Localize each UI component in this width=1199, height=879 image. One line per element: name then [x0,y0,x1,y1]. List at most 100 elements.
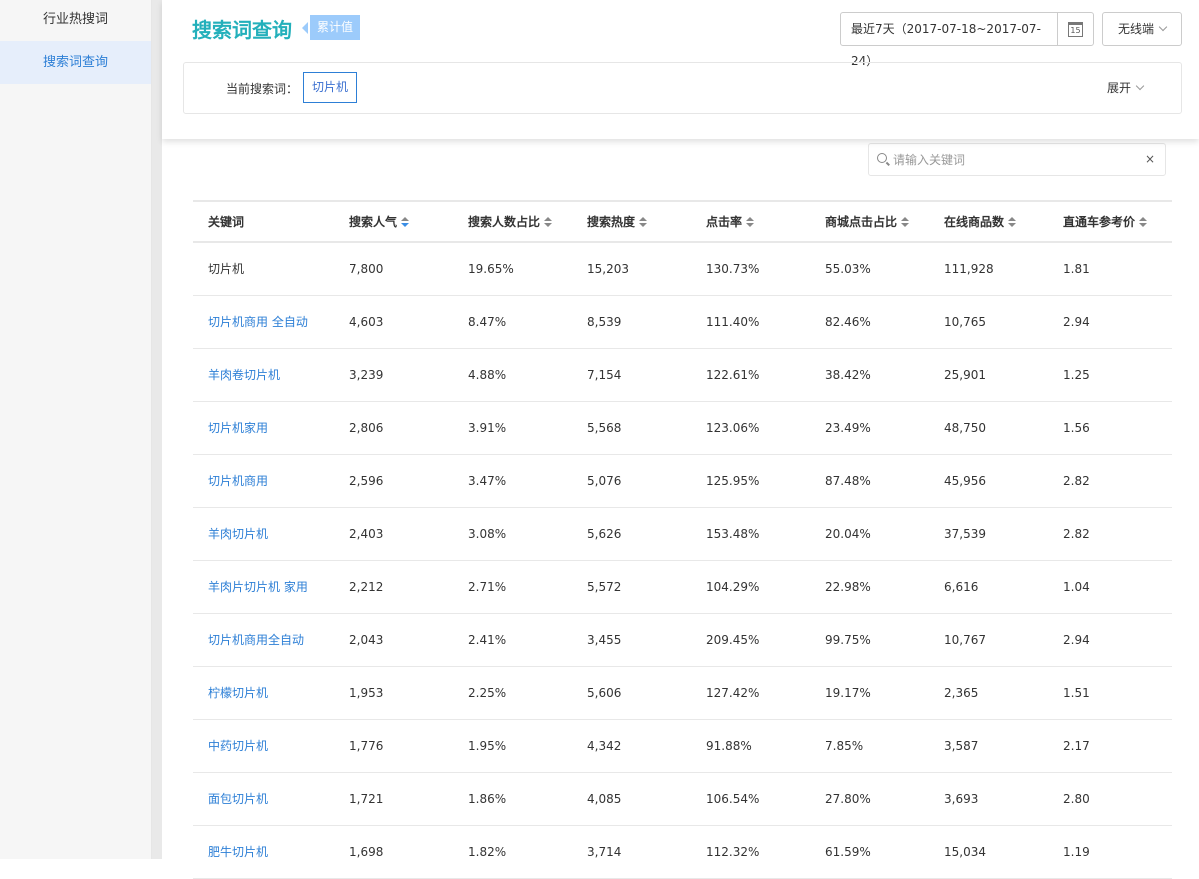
table-cell: 19.17% [810,666,929,720]
sidebar: 行业热搜词 搜索词查询 [0,0,152,859]
table-cell: 8.47% [453,295,572,349]
sort-icon[interactable] [401,217,410,228]
column-header-label: 搜索人数占比 [468,215,541,229]
table-cell: 2,403 [334,507,453,561]
column-header-label: 搜索热度 [587,215,636,229]
table-cell: 5,568 [572,401,691,455]
table-cell: 5,626 [572,507,691,561]
column-header-label: 直通车参考价 [1063,215,1136,229]
table-cell: 4,342 [572,719,691,773]
table-cell: 127.42% [691,666,810,720]
column-header[interactable]: 直通车参考价 [1048,201,1172,243]
table-cell: 1,698 [334,825,453,879]
keyword-search[interactable]: × [868,143,1166,176]
column-header[interactable]: 搜索人气 [334,201,453,243]
date-range-text[interactable]: 最近7天（2017-07-18~2017-07-24） [851,22,1041,68]
table-cell: 2,806 [334,401,453,455]
table-cell: 15,034 [929,825,1048,879]
table-cell: 123.06% [691,401,810,455]
expand-label: 展开 [1106,81,1131,95]
table-cell: 5,606 [572,666,691,720]
table-cell: 1.95% [453,719,572,773]
keyword-link[interactable]: 面包切片机 [193,772,334,826]
table-row: 柠檬切片机 1,953 2.25% 5,606 127.42% 19.17% 2,365 1.… [193,666,1172,720]
sort-icon[interactable] [901,217,910,228]
table-row: 切片机家用 2,806 3.91% 5,568 123.06% 23.49% 48,750 1… [193,401,1172,455]
sort-icon[interactable] [746,217,755,228]
table-row: 羊肉卷切片机 3,239 4.88% 7,154 122.61% 38.42% 25,901… [193,348,1172,402]
cumulative-badge: 累计值 [301,15,361,40]
table-row: 中药切片机 1,776 1.95% 4,342 91.88% 7.85% 3,587 2.17 [193,719,1172,773]
keyword-link[interactable]: 羊肉卷切片机 [193,348,334,402]
table-cell: 4.88% [453,348,572,402]
chevron-down-icon [1135,81,1145,91]
table-cell: 2.94 [1048,613,1172,667]
keyword-link[interactable]: 中药切片机 [193,719,334,773]
table-cell: 1.19 [1048,825,1172,879]
table-cell: 2.80 [1048,772,1172,826]
table-cell: 1.86% [453,772,572,826]
sidebar-item-search-term-query[interactable]: 搜索词查询 [0,41,151,84]
keyword-link[interactable]: 肥牛切片机 [193,825,334,879]
clear-icon[interactable]: × [1144,152,1155,166]
device-label: 无线端 [1117,22,1154,36]
table-cell: 48,750 [929,401,1048,455]
column-header[interactable]: 点击率 [691,201,810,243]
table-cell: 5,572 [572,560,691,614]
table-cell: 209.45% [691,613,810,667]
table-cell: 6,616 [929,560,1048,614]
column-header-label: 商城点击占比 [825,215,898,229]
chevron-down-icon [1158,22,1168,32]
table-cell: 91.88% [691,719,810,773]
table-row: 羊肉片切片机 家用 2,212 2.71% 5,572 104.29% 22.98% 6,6… [193,560,1172,614]
sidebar-item-industry-hot-search[interactable]: 行业热搜词 [42,12,108,27]
search-input[interactable] [893,144,1133,175]
keyword-link[interactable]: 羊肉片切片机 家用 [193,560,334,614]
table-row: 切片机商用 全自动 4,603 8.47% 8,539 111.40% 82.46% 10,… [193,295,1172,349]
calendar-icon: 15 [1068,21,1083,37]
table-cell: 125.95% [691,454,810,508]
keyword-link[interactable]: 羊肉切片机 [193,507,334,561]
expand-button[interactable]: 展开 [1106,79,1145,96]
gutter [152,0,162,859]
keyword-link[interactable]: 切片机商用 全自动 [193,295,334,349]
sort-icon[interactable] [544,217,553,228]
current-term-tag[interactable]: 切片机 [303,72,358,103]
keyword-link[interactable]: 切片机家用 [193,401,334,455]
table-cell: 8,539 [572,295,691,349]
table-cell: 7,154 [572,348,691,402]
table-cell: 99.75% [810,613,929,667]
table-cell: 2,043 [334,613,453,667]
table-row: 肥牛切片机 1,698 1.82% 3,714 112.32% 61.59% 15,034 1… [193,825,1172,879]
table-cell: 153.48% [691,507,810,561]
table-cell: 2,365 [929,666,1048,720]
table-cell: 1.82% [453,825,572,879]
table-cell: 10,765 [929,295,1048,349]
table-cell: 2.82 [1048,507,1172,561]
keyword-link[interactable]: 切片机商用 [193,454,334,508]
column-header[interactable]: 搜索热度 [572,201,691,243]
device-select[interactable]: 无线端 [1102,12,1182,46]
table-cell: 112.32% [691,825,810,879]
column-header[interactable]: 在线商品数 [929,201,1048,243]
table-cell: 55.03% [810,242,929,296]
table-row: 切片机商用全自动 2,043 2.41% 3,455 209.45% 99.75% 10,7… [193,613,1172,667]
table-cell: 1.04 [1048,560,1172,614]
date-range-picker[interactable]: 最近7天（2017-07-18~2017-07-24） 15 [840,12,1094,68]
sort-icon[interactable] [1008,217,1017,228]
search-icon [877,153,887,163]
keyword-link: 切片机 [193,242,334,296]
sort-icon[interactable] [1139,217,1148,228]
keyword-link[interactable]: 柠檬切片机 [193,666,334,720]
table-cell: 1.25 [1048,348,1172,402]
calendar-button[interactable]: 15 [1057,13,1093,45]
column-header[interactable]: 搜索人数占比 [453,201,572,243]
keyword-link[interactable]: 切片机商用全自动 [193,613,334,667]
table-cell: 1,953 [334,666,453,720]
table-cell: 3.91% [453,401,572,455]
table-cell: 38.42% [810,348,929,402]
sort-icon[interactable] [639,217,648,228]
table-cell: 82.46% [810,295,929,349]
column-header[interactable]: 商城点击占比 [810,201,929,243]
table-row: 面包切片机 1,721 1.86% 4,085 106.54% 27.80% 3,693 2.… [193,772,1172,826]
